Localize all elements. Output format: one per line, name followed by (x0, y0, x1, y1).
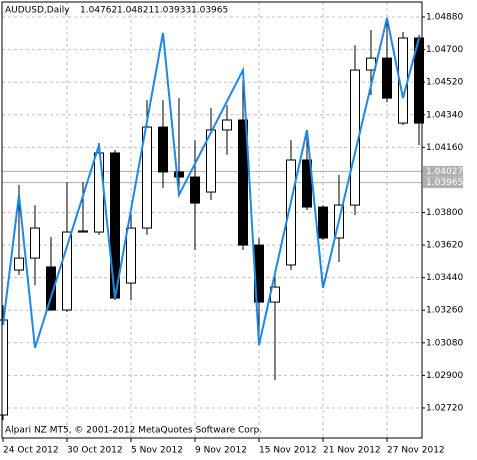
candle-body (78, 230, 88, 233)
candle-body (174, 171, 184, 178)
candle-body (14, 257, 24, 271)
candle-body (94, 152, 104, 233)
x-tick-label: 24 Oct 2012 (3, 446, 59, 456)
candle-body (238, 119, 248, 246)
y-tick-label: 1.04880 (426, 13, 463, 23)
x-tick-label: 9 Nov 2012 (195, 446, 247, 456)
candle-body (126, 227, 136, 284)
candle-body (62, 231, 72, 311)
header-value: 1.03933 (154, 6, 191, 16)
footer: Alpari NZ MT5, © 2001-2012 MetaQuotes So… (5, 426, 262, 436)
x-tick-label: 21 Nov 2012 (323, 446, 381, 456)
price-label-box (423, 177, 463, 189)
plot-frame (1, 1, 423, 439)
y-tick-label: 1.03260 (426, 306, 463, 316)
zigzag-line (2, 17, 420, 349)
y-tick-label: 1.04160 (426, 143, 463, 153)
price-label: 1.03965 (426, 178, 463, 188)
candle-body (382, 57, 392, 99)
symbol: AUDUSD,Daily (5, 6, 70, 16)
candle-body (30, 227, 40, 259)
candle-body (46, 266, 56, 311)
y-tick-label: 1.02900 (426, 371, 463, 381)
candle-body (0, 319, 8, 416)
price-label-box (423, 165, 463, 177)
x-tick-label: 30 Oct 2012 (67, 446, 123, 456)
candle-body (318, 206, 328, 239)
price-label: 1.04027 (426, 167, 463, 177)
candle-body (286, 159, 296, 266)
y-tick-label: 1.04700 (426, 45, 463, 55)
y-tick-label: 1.03440 (426, 273, 463, 283)
y-tick-label: 1.04340 (426, 110, 463, 120)
y-tick-label: 1.03620 (426, 241, 463, 251)
x-tick-label: 15 Nov 2012 (259, 446, 317, 456)
x-tick-label: 5 Nov 2012 (131, 446, 183, 456)
candle-body (142, 126, 152, 229)
candle-body (158, 126, 168, 173)
candle-body (206, 129, 216, 193)
y-tick-label: 1.03800 (426, 208, 463, 218)
header-value: 1.04762 (80, 6, 117, 16)
header-value: 1.03965 (191, 6, 228, 16)
x-tick-label: 27 Nov 2012 (387, 446, 445, 456)
y-tick-label: 1.03080 (426, 338, 463, 348)
candle-body (190, 176, 200, 204)
candle-body (222, 119, 232, 131)
y-tick-label: 1.02720 (426, 403, 463, 413)
y-tick-label: 1.04520 (426, 78, 463, 88)
header-value: 1.04821 (117, 6, 154, 16)
